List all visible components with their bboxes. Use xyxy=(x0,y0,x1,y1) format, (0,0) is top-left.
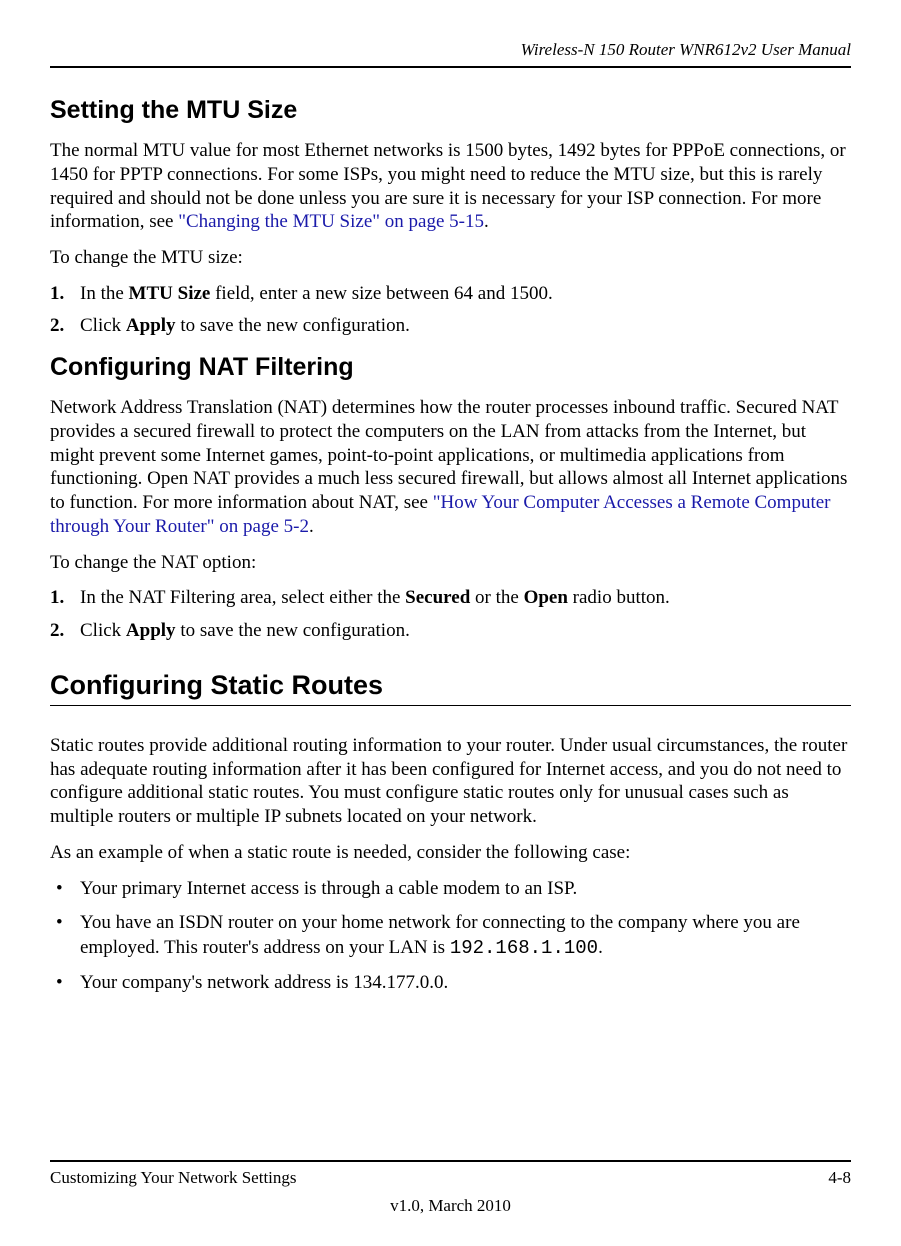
bullet-2: You have an ISDN router on your home net… xyxy=(50,911,851,960)
mtu-step-2: 2. Click Apply to save the new configura… xyxy=(50,314,851,339)
section-static-routes: Configuring Static Routes Static routes … xyxy=(50,670,851,996)
link-changing-mtu[interactable]: "Changing the MTU Size" on page 5-15 xyxy=(178,211,484,232)
heading-mtu: Setting the MTU Size xyxy=(50,96,851,125)
text: . xyxy=(309,516,314,537)
section-nat: Configuring NAT Filtering Network Addres… xyxy=(50,353,851,644)
header-title: Wireless-N 150 Router WNR612v2 User Manu… xyxy=(521,40,851,59)
footer-top-row: Customizing Your Network Settings 4-8 xyxy=(50,1160,851,1188)
bold-text: Apply xyxy=(126,315,176,336)
text: to save the new configuration. xyxy=(176,620,410,641)
text: . xyxy=(598,937,603,958)
text: field, enter a new size between 64 and 1… xyxy=(210,283,552,304)
text: to save the new configuration. xyxy=(176,315,410,336)
step-number: 1. xyxy=(50,586,64,611)
nat-paragraph-1: Network Address Translation (NAT) determ… xyxy=(50,396,851,539)
nat-steps: 1. In the NAT Filtering area, select eit… xyxy=(50,586,851,643)
step-number: 1. xyxy=(50,282,64,307)
nat-step-2: 2. Click Apply to save the new configura… xyxy=(50,619,851,644)
text: radio button. xyxy=(568,587,670,608)
bold-text: MTU Size xyxy=(129,283,211,304)
footer-page-number: 4-8 xyxy=(828,1168,851,1188)
static-bullets: Your primary Internet access is through … xyxy=(50,877,851,996)
text: You have an ISDN router on your home net… xyxy=(80,912,800,958)
heading-static-routes: Configuring Static Routes xyxy=(50,670,851,706)
bold-text: Open xyxy=(524,587,568,608)
text: In the xyxy=(80,283,129,304)
step-number: 2. xyxy=(50,314,64,339)
nat-paragraph-2: To change the NAT option: xyxy=(50,551,851,575)
mtu-paragraph-2: To change the MTU size: xyxy=(50,246,851,270)
text: or the xyxy=(470,587,523,608)
bullet-3: Your company's network address is 134.17… xyxy=(50,971,851,996)
footer-version: v1.0, March 2010 xyxy=(50,1196,851,1216)
text: Click xyxy=(80,620,126,641)
mtu-paragraph-1: The normal MTU value for most Ethernet n… xyxy=(50,139,851,234)
text: Click xyxy=(80,315,126,336)
static-paragraph-1: Static routes provide additional routing… xyxy=(50,734,851,829)
static-paragraph-2: As an example of when a static route is … xyxy=(50,841,851,865)
mtu-steps: 1. In the MTU Size field, enter a new si… xyxy=(50,282,851,339)
heading-nat: Configuring NAT Filtering xyxy=(50,353,851,382)
text: In the NAT Filtering area, select either… xyxy=(80,587,405,608)
page-footer: Customizing Your Network Settings 4-8 v1… xyxy=(50,1160,851,1216)
page-header: Wireless-N 150 Router WNR612v2 User Manu… xyxy=(50,40,851,68)
section-mtu: Setting the MTU Size The normal MTU valu… xyxy=(50,96,851,339)
step-number: 2. xyxy=(50,619,64,644)
ip-address: 192.168.1.100 xyxy=(450,937,598,959)
mtu-step-1: 1. In the MTU Size field, enter a new si… xyxy=(50,282,851,307)
footer-section-title: Customizing Your Network Settings xyxy=(50,1168,297,1188)
nat-step-1: 1. In the NAT Filtering area, select eit… xyxy=(50,586,851,611)
text: . xyxy=(484,211,489,232)
bold-text: Secured xyxy=(405,587,470,608)
bullet-1: Your primary Internet access is through … xyxy=(50,877,851,902)
bold-text: Apply xyxy=(126,620,176,641)
